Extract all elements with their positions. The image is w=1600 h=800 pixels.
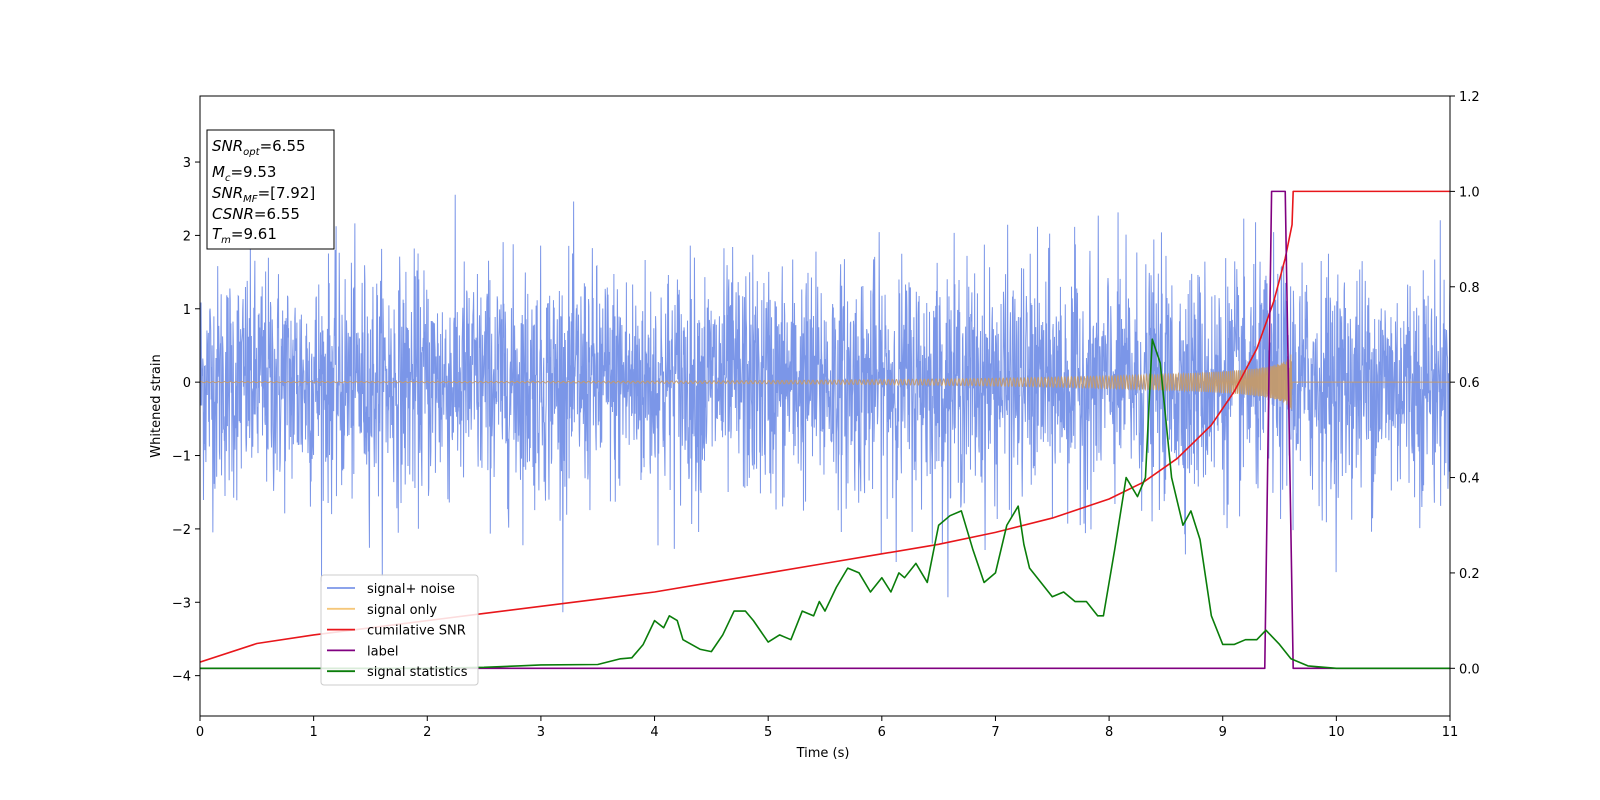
- annotation-frame: [206, 129, 335, 250]
- y-axis-right: 1.2 1.0 0.8 0.6 0.4 0.2 0.0: [1450, 90, 1480, 677]
- legend-label: signal statistics: [367, 665, 468, 680]
- x-tick-label: 6: [878, 725, 886, 740]
- y-tick-label: −4: [172, 670, 191, 685]
- y-tick-label: 2: [183, 229, 191, 244]
- x-tick-label: 2: [423, 725, 431, 740]
- y-tick-label: 0: [183, 376, 191, 391]
- x-tick-label: 1: [309, 725, 317, 740]
- y2-tick-label: 1.0: [1459, 185, 1480, 200]
- legend-label: signal only: [367, 603, 437, 618]
- annotation-box: SNRopt=6.55 Mc=9.53 SNRMF=[7.92] CSNR=6.…: [206, 129, 335, 250]
- x-axis: 0 1 2 3 4 5 6 7 8 9 10 11: [196, 716, 1458, 740]
- legend-frame: [320, 574, 479, 686]
- plot-frame: [199, 95, 1451, 717]
- y-axis-left: 3 2 1 0 −1 −2 −3 −4: [172, 156, 200, 685]
- y2-tick-label: 0.2: [1459, 567, 1480, 582]
- legend-items: signal+ noise signal only cumilative SNR la…: [327, 582, 468, 680]
- y2-tick-label: 0.0: [1459, 662, 1480, 677]
- y-axis-label: Whitened strain: [149, 354, 164, 457]
- x-tick-label: 11: [1442, 725, 1459, 740]
- x-tick-label: 8: [1105, 725, 1113, 740]
- legend-label: cumilative SNR: [367, 624, 466, 639]
- x-tick-label: 5: [764, 725, 772, 740]
- x-tick-label: 4: [650, 725, 658, 740]
- annotation-tm: Tm=9.61: [212, 225, 277, 246]
- y-tick-label: −3: [172, 596, 191, 611]
- legend: signal+ noise signal only cumilative SNR la…: [320, 574, 479, 686]
- y-tick-label: −2: [172, 523, 191, 538]
- series-signal-only: [200, 354, 1450, 410]
- x-tick-label: 10: [1328, 725, 1345, 740]
- y-tick-label: −1: [172, 450, 191, 465]
- annotation-csnr: CSNR=6.55: [212, 205, 300, 223]
- x-axis-label: Time (s): [796, 746, 850, 761]
- y-tick-label: 1: [183, 303, 191, 318]
- legend-label: signal+ noise: [367, 582, 455, 597]
- y2-tick-label: 0.4: [1459, 472, 1480, 487]
- x-tick-label: 9: [1219, 725, 1227, 740]
- x-tick-label: 3: [537, 725, 545, 740]
- annotation-snr-opt: SNRopt=6.55: [212, 137, 306, 158]
- x-tick-label: 7: [991, 725, 999, 740]
- x-tick-label: 0: [196, 725, 204, 740]
- y2-tick-label: 0.8: [1459, 281, 1480, 296]
- legend-label: label: [367, 644, 398, 659]
- y2-tick-label: 0.6: [1459, 376, 1480, 391]
- series-signal-noise: [200, 194, 1450, 613]
- y2-tick-label: 1.2: [1459, 90, 1480, 105]
- series-signal-statistics: [200, 338, 1450, 670]
- annotation-snr-mf: SNRMF=[7.92]: [212, 184, 315, 205]
- annotation-mc: Mc=9.53: [212, 163, 276, 184]
- series-label: [200, 190, 1450, 670]
- y-tick-label: 3: [183, 156, 191, 171]
